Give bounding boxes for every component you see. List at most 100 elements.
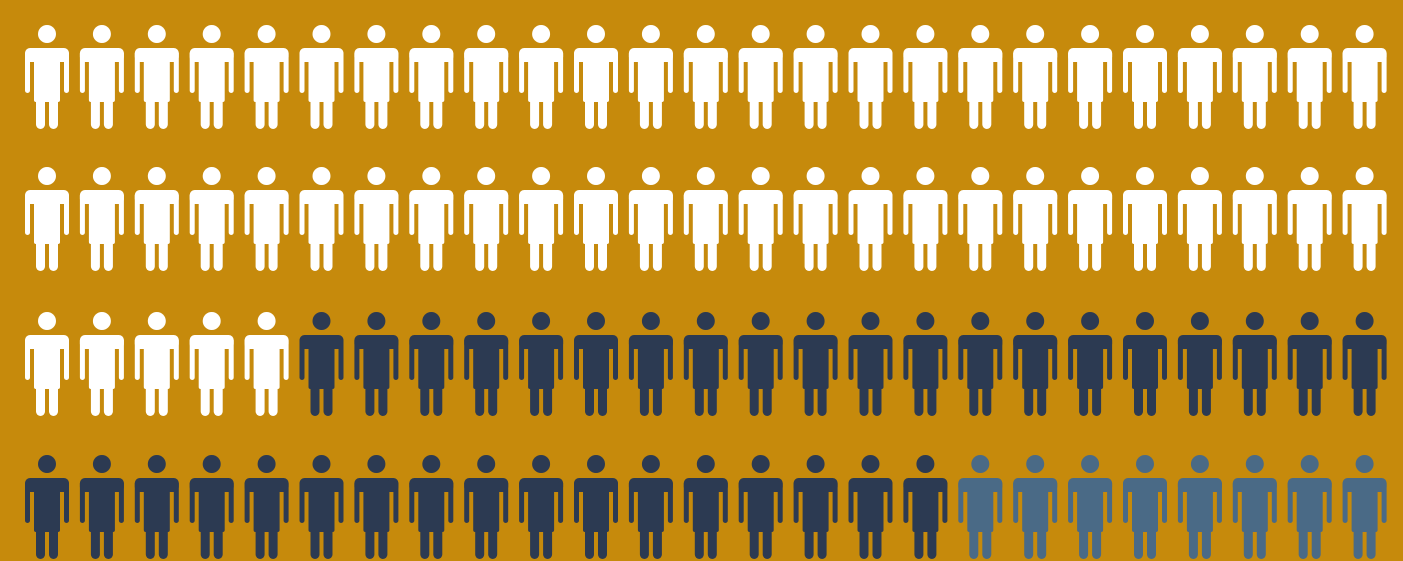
person-icon <box>189 167 234 271</box>
person-icon <box>958 312 1003 416</box>
person-icon <box>848 455 893 559</box>
person-icon <box>574 25 618 129</box>
person-icon <box>299 167 344 271</box>
person-icon <box>958 167 1003 271</box>
icon-grid <box>25 25 1387 559</box>
person-icon <box>464 25 509 129</box>
person-icon <box>1068 455 1113 559</box>
person-icon <box>574 167 618 271</box>
person-icon <box>244 167 289 271</box>
person-icon <box>134 25 179 129</box>
person-icon <box>354 312 399 416</box>
person-icon <box>1013 167 1058 271</box>
person-icon <box>409 167 454 271</box>
person-icon <box>189 312 234 416</box>
person-icon <box>1232 312 1277 416</box>
person-icon <box>793 455 838 559</box>
person-icon <box>1177 167 1222 271</box>
person-icon <box>1232 455 1277 559</box>
person-icon <box>519 455 564 559</box>
person-icon <box>1123 25 1167 129</box>
person-icon <box>958 455 1003 559</box>
person-icon <box>1177 455 1222 559</box>
person-icon <box>683 312 728 416</box>
person-icon <box>79 167 124 271</box>
person-icon <box>354 25 399 129</box>
person-icon <box>409 455 454 559</box>
person-icon <box>1068 167 1113 271</box>
person-icon <box>354 167 399 271</box>
person-icon <box>738 312 783 416</box>
person-icon <box>244 455 289 559</box>
person-icon <box>25 25 69 129</box>
person-icon <box>134 455 179 559</box>
person-icon <box>793 167 838 271</box>
person-icon <box>574 312 618 416</box>
person-icon <box>1287 167 1332 271</box>
person-icon <box>134 312 179 416</box>
person-icon <box>1232 167 1277 271</box>
person-icon <box>409 312 454 416</box>
person-icon <box>903 25 948 129</box>
person-icon <box>903 167 948 271</box>
person-icon <box>1013 25 1058 129</box>
person-icon <box>299 312 344 416</box>
person-icon <box>299 25 344 129</box>
person-icon <box>683 25 728 129</box>
person-icon <box>628 25 673 129</box>
person-icon <box>683 167 728 271</box>
person-icon <box>1123 455 1167 559</box>
person-icon <box>628 455 673 559</box>
person-icon <box>519 167 564 271</box>
person-icon <box>25 312 69 416</box>
person-icon <box>793 25 838 129</box>
person-icon <box>464 312 509 416</box>
person-icon <box>628 312 673 416</box>
person-icon <box>244 25 289 129</box>
person-icon <box>958 25 1003 129</box>
person-icon <box>1342 455 1387 559</box>
person-icon <box>903 455 948 559</box>
person-icon <box>738 25 783 129</box>
person-icon <box>1287 312 1332 416</box>
person-icon <box>1068 312 1113 416</box>
person-icon <box>299 455 344 559</box>
person-icon <box>628 167 673 271</box>
person-icon <box>1342 167 1387 271</box>
person-icon <box>738 455 783 559</box>
person-icon <box>79 25 124 129</box>
person-icon <box>244 312 289 416</box>
person-icon <box>519 25 564 129</box>
person-icon <box>793 312 838 416</box>
person-icon <box>1123 312 1167 416</box>
person-icon <box>1068 25 1113 129</box>
person-icon <box>134 167 179 271</box>
person-icon <box>519 312 564 416</box>
person-icon <box>848 25 893 129</box>
person-icon <box>189 455 234 559</box>
person-icon <box>1013 312 1058 416</box>
person-icon <box>25 455 69 559</box>
person-icon <box>1123 167 1167 271</box>
person-icon <box>79 455 124 559</box>
person-icon <box>1287 455 1332 559</box>
person-icon <box>189 25 234 129</box>
person-icon <box>354 455 399 559</box>
person-icon <box>1342 312 1387 416</box>
person-icon <box>574 455 618 559</box>
person-icon <box>1342 25 1387 129</box>
person-icon <box>903 312 948 416</box>
person-icon <box>464 455 509 559</box>
person-icon <box>1177 312 1222 416</box>
person-icon <box>738 167 783 271</box>
person-icon <box>79 312 124 416</box>
person-icon <box>409 25 454 129</box>
person-icon <box>25 167 69 271</box>
person-icon <box>1013 455 1058 559</box>
person-icon <box>848 312 893 416</box>
person-icon <box>1232 25 1277 129</box>
person-icon <box>464 167 509 271</box>
person-icon <box>848 167 893 271</box>
person-icon <box>683 455 728 559</box>
